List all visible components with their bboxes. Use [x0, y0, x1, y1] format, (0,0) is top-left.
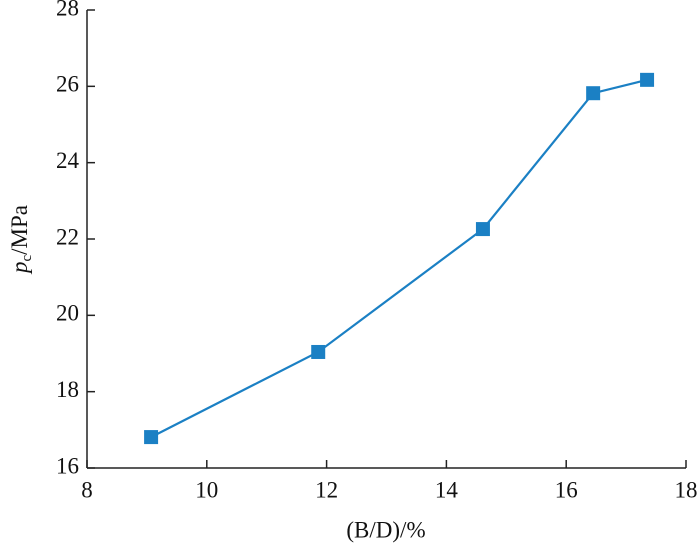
marker — [475, 222, 490, 237]
x-axis-label: (B/D)/% — [346, 517, 425, 542]
y-tick-label: 18 — [56, 377, 79, 402]
marker — [586, 86, 601, 101]
y-label-unit: /MPa — [7, 205, 32, 255]
y-label-subscript: c — [19, 255, 35, 262]
x-tick-label: 8 — [81, 477, 93, 502]
y-tick-label: 20 — [56, 301, 79, 326]
x-tick-label: 12 — [315, 477, 338, 502]
y-tick-label: 16 — [56, 453, 79, 478]
x-tick-label: 16 — [555, 477, 578, 502]
y-tick-label: 24 — [56, 148, 80, 173]
y-axis-label: pc/MPa — [7, 205, 35, 275]
y-tick-label: 28 — [56, 0, 79, 20]
y-label-symbol: p — [7, 262, 32, 276]
x-tick-label: 18 — [675, 477, 698, 502]
marker — [640, 72, 655, 87]
x-tick-label: 10 — [195, 477, 218, 502]
y-tick-label: 26 — [56, 72, 79, 97]
marker — [311, 344, 326, 359]
y-tick-label: 22 — [56, 224, 79, 249]
marker — [144, 430, 159, 445]
x-tick-label: 14 — [435, 477, 459, 502]
line — [150, 78, 648, 439]
